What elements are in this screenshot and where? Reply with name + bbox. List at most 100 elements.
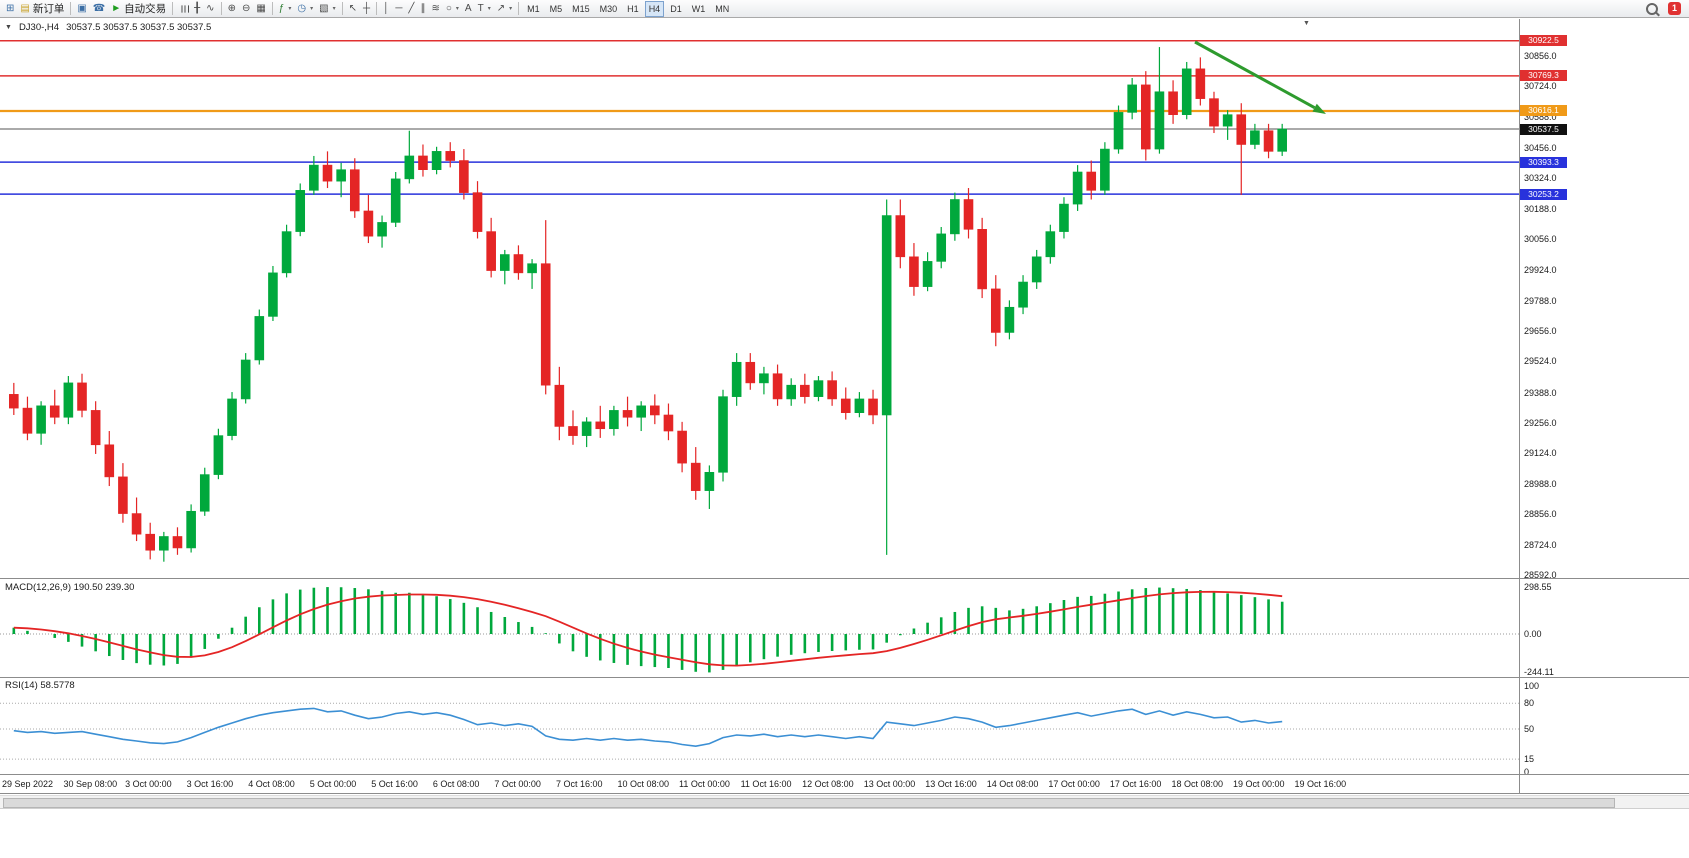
arrow-annotation[interactable] [1194, 40, 1326, 114]
pane-separator-macd[interactable] [0, 578, 1689, 579]
toolbar-right: 1 [1645, 2, 1686, 15]
tile-windows-icon: ▦ [256, 2, 266, 14]
price-level-tag: 30616.1 [1520, 105, 1567, 117]
line-chart-icon[interactable]: ∿ [203, 1, 217, 17]
notification-badge[interactable]: 1 [1667, 2, 1681, 15]
shapes-icon[interactable]: ○ ▾ [443, 1, 462, 17]
ohlc-values: 30537.5 30537.5 30537.5 30537.5 [66, 22, 212, 33]
toolbar-separator [376, 2, 378, 15]
price-scale-label: 29656.0 [1524, 326, 1557, 337]
fibonacci-icon[interactable]: ≋ [428, 1, 442, 17]
timeframe-mn[interactable]: MN [715, 3, 730, 14]
price-scale-label: 29924.0 [1524, 264, 1557, 275]
time-axis-label: 6 Oct 08:00 [432, 779, 480, 789]
fibonacci-icon: ≋ [431, 2, 440, 14]
line-chart-icon: ∿ [206, 2, 215, 14]
price-scale-label: 28724.0 [1524, 539, 1557, 550]
zoom-out-icon[interactable]: ⊖ [239, 1, 253, 17]
timeframe-m30[interactable]: M30 [599, 3, 618, 14]
price-scale-label: 29788.0 [1524, 295, 1557, 306]
macd-plot [0, 587, 1519, 673]
time-axis-label: 11 Oct 16:00 [740, 779, 792, 789]
macd-indicator-label: MACD(12,26,9) 190.50 239.30 [5, 582, 135, 593]
channel-icon: ∥ [420, 2, 426, 14]
candlestick-chart-icon: ╂ [194, 2, 201, 14]
toolbar-items: ⊞ ▤ 新订单 ▣ ☎ ► 自动交易 ☰ ╂ ∿ ⊕ ⊖ ▦ ƒ ▾ ◷ ▾ ▧ ▾ ↖ ┼ │ ─ ╱ ∥ ≋ ○ ▾ A T ▾ ↗ ▾ M1… [3, 0, 734, 17]
candles [9, 47, 1287, 562]
time-axis-label: 19 Oct 16:00 [1294, 779, 1347, 789]
periods-icon: ◷ [297, 2, 307, 14]
toolbar-separator [172, 2, 174, 15]
zoom-in-icon: ⊕ [227, 2, 236, 14]
time-axis-label: 3 Oct 00:00 [125, 779, 172, 789]
timeframe-m15[interactable]: M15 [572, 3, 590, 14]
price-axis[interactable]: 30856.0 30724.0 30588.0 30456.0 30324.0 30188… [1520, 19, 1689, 793]
horizontal-scrollbar[interactable] [0, 795, 1689, 809]
auto-trading-button[interactable]: ► 自动交易 [108, 1, 169, 17]
templates-icon: ▧ [319, 2, 329, 14]
arrows-icon[interactable]: ↗ ▾ [494, 1, 515, 17]
time-axis-label: 14 Oct 08:00 [986, 779, 1039, 789]
scrollbar-thumb[interactable] [3, 798, 1615, 808]
time-axis-label: 11 Oct 00:00 [679, 779, 730, 789]
price-level-lines[interactable] [0, 40, 1519, 195]
price-scale-label: 30324.0 [1524, 172, 1557, 183]
chevron-down-icon: ▾ [455, 6, 459, 12]
text-icon[interactable]: A [462, 1, 475, 17]
time-axis-label: 10 Oct 08:00 [617, 779, 670, 789]
horizontal-line-icon[interactable]: ─ [392, 1, 405, 17]
tile-windows-icon[interactable]: ▦ [253, 1, 268, 17]
price-level-tag: 30393.3 [1520, 156, 1567, 168]
candlestick-chart-icon[interactable]: ╂ [191, 1, 203, 17]
chevron-down-icon: ▾ [332, 6, 336, 12]
templates-icon[interactable]: ▧ ▾ [316, 1, 338, 17]
toolbar-separator [220, 2, 222, 15]
auto-trading-button-label: 自动交易 [124, 3, 167, 15]
chart-window-icon[interactable]: ⊞ [3, 1, 17, 17]
price-scale-label: 29524.0 [1524, 356, 1557, 367]
crosshair-icon: ┼ [362, 2, 371, 14]
time-axis-label: 5 Oct 16:00 [371, 779, 418, 789]
text-label-icon[interactable]: T ▾ [475, 1, 494, 17]
chart-title: ▼ DJ30-,H4 30537.5 30537.5 30537.5 30537… [5, 22, 211, 33]
mobile-terminal-icon[interactable]: ☎ [90, 1, 108, 17]
timeframe-h4[interactable]: H4 [644, 0, 665, 17]
price-level-tag: 30537.5 [1520, 123, 1567, 135]
time-axis-label: 12 Oct 08:00 [802, 779, 854, 789]
trendline-icon[interactable]: ╱ [405, 1, 417, 17]
time-axis-label: 4 Oct 08:00 [248, 779, 295, 789]
zoom-in-icon[interactable]: ⊕ [225, 1, 239, 17]
time-axis-label: 18 Oct 08:00 [1171, 779, 1223, 789]
timeframe-w1[interactable]: W1 [691, 3, 706, 14]
search-icon[interactable] [1645, 2, 1658, 15]
vertical-line-icon[interactable]: │ [380, 1, 392, 17]
price-scale-label: 30056.0 [1524, 234, 1557, 245]
one-click-trading-toggle[interactable]: ▼ [5, 24, 12, 31]
crosshair-icon[interactable]: ┼ [360, 1, 373, 17]
pane-separator-rsi[interactable] [0, 677, 1689, 678]
cursor-icon: ↖ [348, 2, 357, 14]
time-axis-label: 19 Oct 00:00 [1233, 779, 1285, 789]
periods-icon[interactable]: ◷ ▾ [294, 1, 316, 17]
timeframe-m5[interactable]: M5 [549, 3, 563, 14]
price-scale-label: 28988.0 [1524, 479, 1557, 490]
macd-scale-label: 0.00 [1524, 629, 1542, 639]
timeframe-m1[interactable]: M1 [527, 3, 540, 14]
bar-chart-icon[interactable]: ☰ [176, 1, 191, 17]
text-icon: A [464, 2, 472, 14]
price-scale-label: 30188.0 [1524, 204, 1557, 215]
channel-icon[interactable]: ∥ [417, 1, 428, 17]
timeframe-h1[interactable]: H1 [627, 3, 639, 14]
price-scale-label: 30856.0 [1524, 51, 1557, 61]
indicators-icon[interactable]: ƒ ▾ [276, 1, 295, 17]
timeframe-d1[interactable]: D1 [670, 3, 682, 14]
rsi-scale-label: 15 [1524, 754, 1535, 765]
chart-windows-icon[interactable]: ▣ [74, 1, 89, 17]
price-scale-label: 30456.0 [1524, 142, 1557, 153]
new-order-button[interactable]: ▤ 新订单 [17, 1, 67, 17]
time-axis-label: 17 Oct 16:00 [1109, 779, 1162, 789]
cursor-icon[interactable]: ↖ [346, 1, 360, 17]
time-axis[interactable]: 29 Sep 2022 30 Sep 08:00 3 Oct 00:00 3 Oct … [0, 775, 1519, 793]
